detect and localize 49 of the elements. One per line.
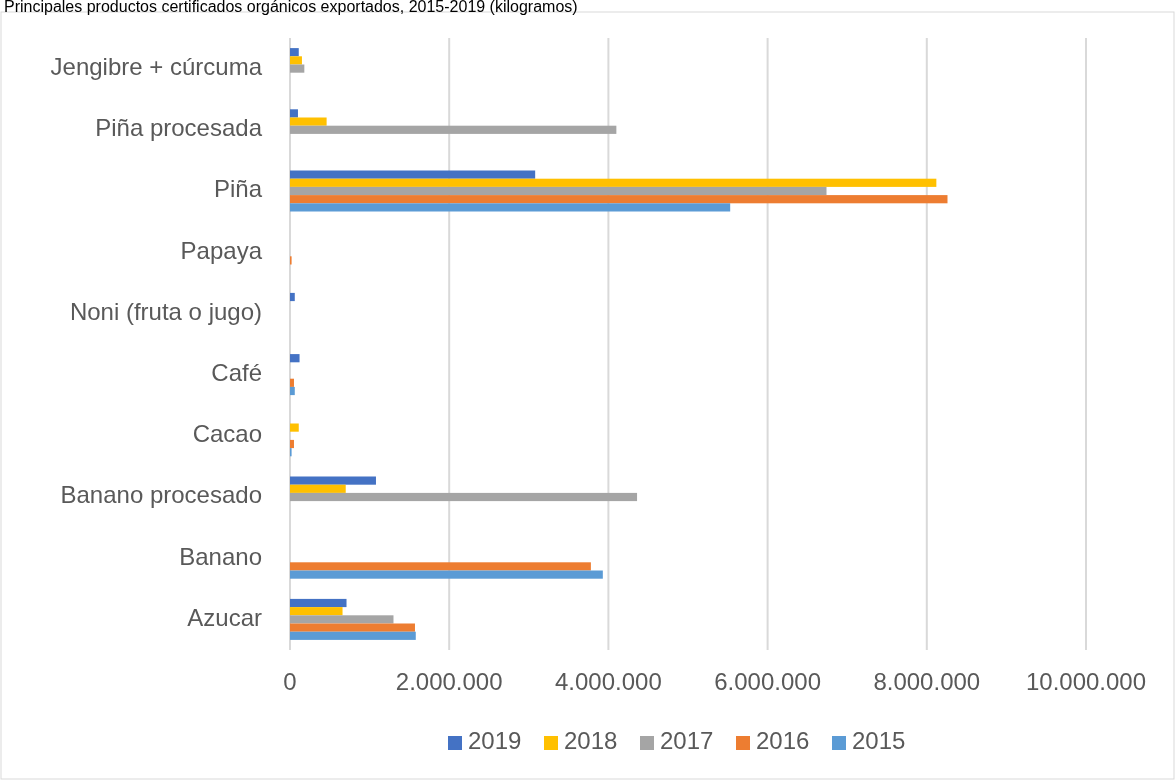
y-tick-label: Banano [179,542,262,570]
y-tick-label: Papaya [180,236,263,264]
bar [290,203,731,212]
bar [290,562,591,571]
bar [290,48,299,57]
bar [290,631,416,640]
x-tick-label: 4.000.000 [555,668,662,696]
bar [290,492,638,502]
bar [290,178,937,187]
bar [290,125,617,134]
bar [290,109,298,118]
legend-label: 2018 [564,727,618,755]
bar [290,607,343,616]
bar [290,386,295,396]
x-tick-label: 10.000.000 [1025,668,1147,696]
bar [290,170,536,179]
bar [290,292,295,302]
bar [290,423,299,432]
x-tick-label: 6.000.000 [714,668,821,696]
y-tick-label: Piña [213,175,263,203]
bar [290,439,294,449]
bar [290,64,305,73]
x-tick-label: 8.000.000 [873,668,981,696]
legend-label: 2019 [468,727,522,755]
y-tick-label: Piña procesada [95,114,263,142]
y-tick-label: Noni (fruta o jugo) [69,297,262,325]
bar [290,484,346,493]
bar [290,598,347,608]
y-tick-label: Jengibre + cúrcuma [50,52,263,80]
bar [290,615,394,624]
x-tick-label: 2.000.000 [395,668,503,696]
y-tick-label: Cacao [192,420,262,448]
bar [290,570,603,579]
bar [290,378,294,387]
x-tick-label: 0 [283,668,297,696]
bar [290,195,948,204]
bar [290,56,302,65]
bar [290,117,327,126]
legend-label: 2016 [756,727,810,755]
legend-label: 2015 [852,727,906,755]
y-tick-label: Azucar [187,603,262,631]
legend-label: 2017 [660,727,714,755]
bar [290,354,300,363]
chart-title: Principales productos certificados orgánicos exportados, 2015-2019 (kilogramos) [4,0,578,16]
bar [290,186,827,196]
y-tick-label: Banano procesado [60,481,262,509]
bar [290,476,376,485]
y-tick-label: Café [211,358,262,386]
bar [290,623,415,632]
